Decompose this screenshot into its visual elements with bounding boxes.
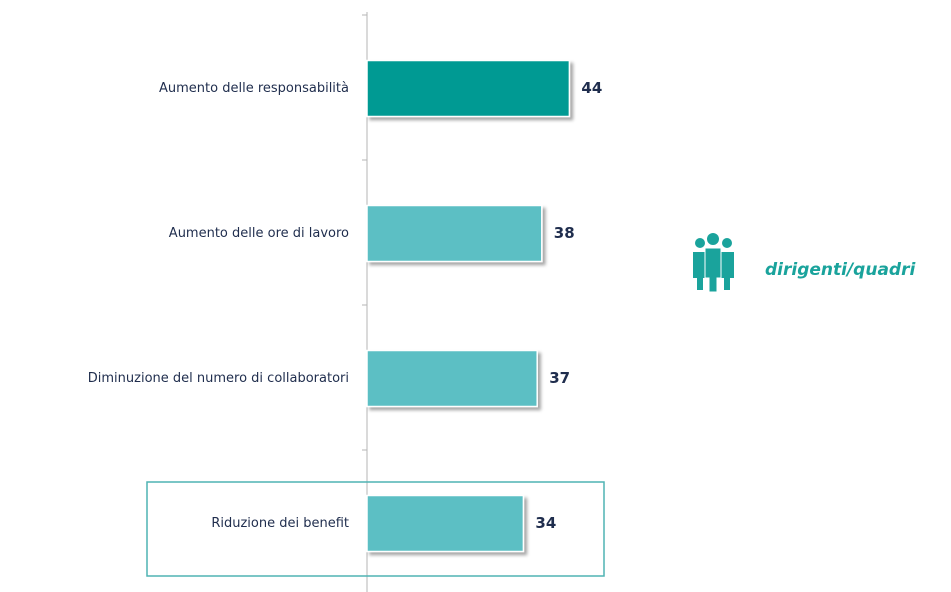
bar <box>366 59 571 118</box>
legend-icon <box>693 233 734 293</box>
highlight-box <box>146 481 605 577</box>
bar <box>366 494 525 553</box>
bar <box>366 349 538 408</box>
value-label: 44 <box>581 79 602 97</box>
value-label: 34 <box>535 514 556 532</box>
category-label: Aumento delle ore di lavoro <box>169 226 349 241</box>
category-label: Diminuzione del numero di collaboratori <box>88 371 349 386</box>
category-label: Aumento delle responsabilità <box>159 81 349 96</box>
value-label: 37 <box>549 369 570 387</box>
category-label: Riduzione dei benefit <box>211 516 349 531</box>
legend-label: dirigenti/quadri <box>765 260 916 280</box>
bar <box>366 204 543 263</box>
value-label: 38 <box>554 224 575 242</box>
